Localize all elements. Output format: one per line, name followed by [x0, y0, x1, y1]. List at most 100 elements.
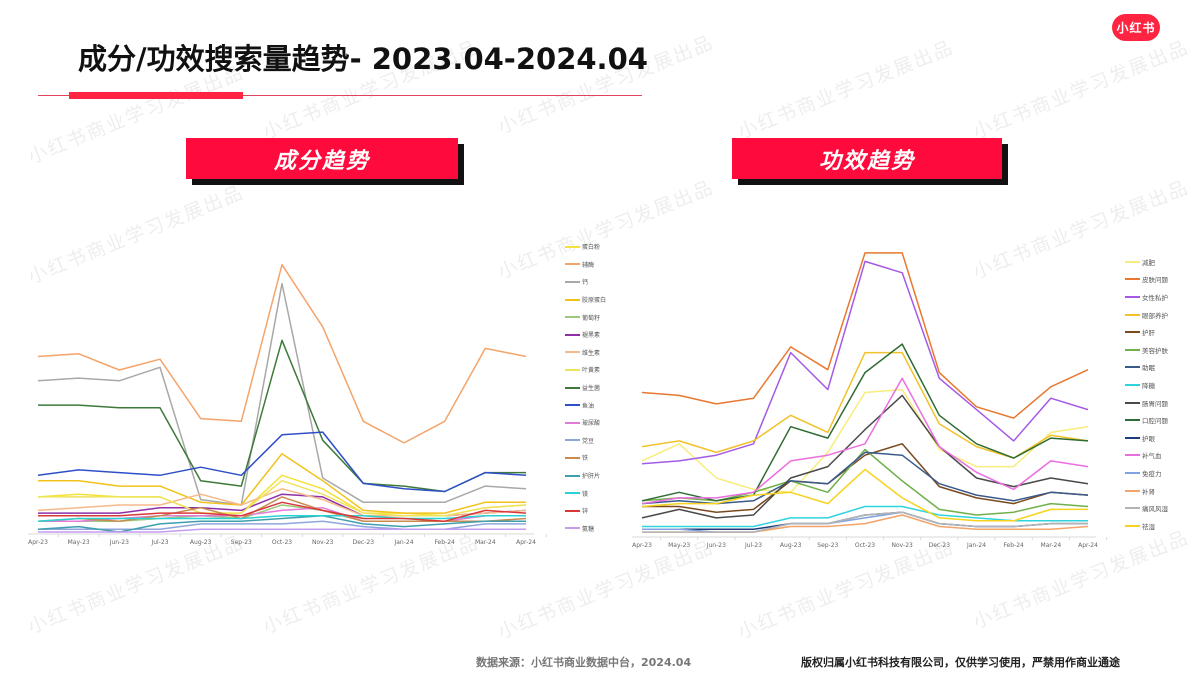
series-line: [38, 452, 526, 514]
x-axis-tick-label: Oct-23: [272, 539, 292, 546]
legend-item: 口腔问题: [1125, 411, 1195, 429]
legend-label: 蛋白粉: [582, 244, 601, 252]
x-axis-tick-label: Dec-23: [353, 539, 375, 546]
x-axis-tick-label: Jan-24: [393, 539, 413, 546]
legend-swatch: [1125, 401, 1140, 404]
efficacy-trend-banner: 功效趋势: [732, 138, 1002, 179]
legend-label: 美容护肤: [1142, 346, 1168, 355]
series-line: [641, 377, 1089, 505]
legend-label: 护肝片: [582, 473, 601, 481]
legend-item: 护眼: [1125, 429, 1195, 447]
legend-item: 护肝片: [565, 467, 625, 485]
legend-swatch: [565, 421, 580, 424]
legend-swatch: [565, 404, 580, 407]
x-axis-tick-label: May-23: [668, 542, 690, 549]
efficacy-chart-legend: 减肥 皮肤问题 女性私护 眼部养护 护肝 美容护肤 助眠 降糖 肠胃问题 口腔问题 护眼 补气血 免疫力…: [1125, 253, 1195, 535]
series-line: [641, 468, 1088, 522]
x-axis-tick-label: Feb-24: [1003, 542, 1024, 549]
series-line: [641, 343, 1089, 502]
legend-item: 锌: [565, 502, 625, 520]
legend-swatch: [1125, 260, 1140, 263]
legend-item: 褪黑素: [565, 326, 625, 344]
x-axis-tick-label: May-23: [68, 539, 90, 546]
legend-label: 护肝: [1142, 329, 1155, 338]
legend-swatch: [565, 351, 580, 354]
legend-swatch: [1125, 383, 1140, 386]
legend-label: 叶黄素: [582, 367, 601, 375]
x-axis-tick-label: Apr-23: [632, 542, 652, 549]
legend-item: 女性私护: [1125, 288, 1195, 306]
legend-label: 氨糖: [582, 525, 595, 533]
title-divider-accent: [69, 92, 243, 99]
legend-item: 蛋白粉: [565, 238, 625, 256]
legend-swatch: [565, 386, 580, 389]
legend-label: 褪黑素: [582, 332, 601, 340]
legend-label: 益生菌: [582, 385, 601, 393]
legend-item: 祛湿: [1125, 517, 1195, 535]
legend-label: 免疫力: [1142, 469, 1162, 478]
brand-logo: 小红书: [1112, 14, 1160, 41]
series-line: [641, 394, 1089, 519]
legend-swatch: [1125, 454, 1140, 457]
legend-swatch: [1125, 507, 1140, 510]
legend-item: 葡萄籽: [565, 308, 625, 326]
legend-swatch: [1125, 366, 1140, 369]
x-axis-tick-label: Jun-23: [706, 542, 726, 549]
legend-item: 钙: [565, 273, 625, 291]
legend-swatch: [1125, 348, 1140, 351]
legend-label: 护眼: [1142, 434, 1155, 443]
legend-label: 助眠: [1142, 364, 1155, 373]
legend-item: 辅酶: [565, 256, 625, 274]
series-line: [641, 252, 1089, 419]
x-axis-tick-label: Apr-23: [28, 539, 48, 546]
series-line: [37, 282, 527, 506]
x-axis-tick-label: Jul-23: [744, 542, 762, 549]
legend-label: 锌: [582, 508, 589, 516]
legend-swatch: [565, 245, 580, 248]
x-axis-tick-label: Mar-24: [475, 539, 496, 546]
legend-label: 痛风风湿: [1142, 505, 1168, 514]
series-line: [37, 515, 526, 522]
series-line: [642, 443, 1089, 513]
x-axis-tick-label: Oct-23: [855, 542, 875, 549]
legend-swatch: [565, 474, 580, 477]
legend-swatch: [565, 368, 580, 371]
legend-item: 叶黄素: [565, 361, 625, 379]
legend-swatch: [565, 263, 580, 266]
legend-swatch: [565, 316, 580, 319]
legend-label: 玻尿酸: [582, 420, 601, 428]
legend-item: 补肾: [1125, 482, 1195, 500]
legend-item: 维生素: [565, 344, 625, 362]
legend-swatch: [565, 280, 580, 283]
legend-label: 鱼油: [582, 402, 595, 410]
data-source-note: 数据来源：小红书商业数据中台，2024.04: [476, 656, 692, 669]
legend-swatch: [1125, 471, 1140, 474]
x-axis-tick-label: Feb-24: [434, 539, 455, 546]
legend-swatch: [565, 333, 580, 336]
legend-label: 皮肤问题: [1142, 276, 1168, 285]
x-axis-tick-label: Jun-23: [109, 539, 129, 546]
series-line: [38, 528, 526, 533]
legend-item: 玻尿酸: [565, 414, 625, 432]
x-axis-tick-label: Jan-24: [966, 542, 986, 549]
legend-item: 痛风风湿: [1125, 499, 1195, 517]
x-axis-tick-label: Jul-23: [150, 539, 168, 546]
title-divider: [38, 95, 642, 96]
ingredient-chart-legend: 蛋白粉 辅酶钙胶原蛋白 葡萄籽 褪黑素 维生素 叶黄素 益生菌 鱼油 玻尿酸 党豆铁护肝片镁锌氨糖: [565, 238, 625, 537]
legend-swatch: [1125, 436, 1140, 439]
x-axis-tick-label: Sep-23: [231, 539, 252, 546]
legend-swatch: [565, 298, 580, 301]
series-line: [641, 260, 1089, 465]
legend-label: 党豆: [582, 437, 595, 445]
legend-label: 减肥: [1142, 258, 1155, 267]
legend-swatch: [1125, 278, 1140, 281]
series-line: [641, 388, 1089, 494]
legend-label: 辅酶: [582, 261, 595, 269]
series-line: [37, 431, 527, 493]
x-axis-tick-label: Nov-23: [312, 539, 334, 546]
legend-swatch: [1125, 313, 1140, 316]
legend-item: 减肥: [1125, 253, 1195, 271]
legend-item: 补气血: [1125, 447, 1195, 465]
legend-label: 补肾: [1142, 487, 1155, 496]
x-axis-tick-label: Apr-24: [516, 539, 536, 546]
